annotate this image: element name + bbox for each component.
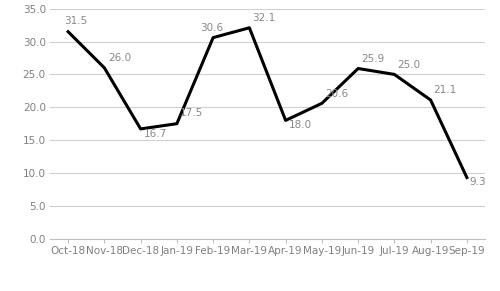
Text: 25.9: 25.9 <box>361 54 384 64</box>
Text: 17.5: 17.5 <box>180 109 203 118</box>
Text: 21.1: 21.1 <box>434 86 457 95</box>
Text: 16.7: 16.7 <box>144 129 167 139</box>
Text: 30.6: 30.6 <box>200 23 224 33</box>
Text: 20.6: 20.6 <box>325 89 348 99</box>
Text: 25.0: 25.0 <box>398 60 420 70</box>
Text: 31.5: 31.5 <box>64 17 88 26</box>
Text: 26.0: 26.0 <box>108 53 131 63</box>
Text: 18.0: 18.0 <box>288 120 312 130</box>
Text: 32.1: 32.1 <box>252 13 276 23</box>
Text: 9.3: 9.3 <box>470 178 486 187</box>
